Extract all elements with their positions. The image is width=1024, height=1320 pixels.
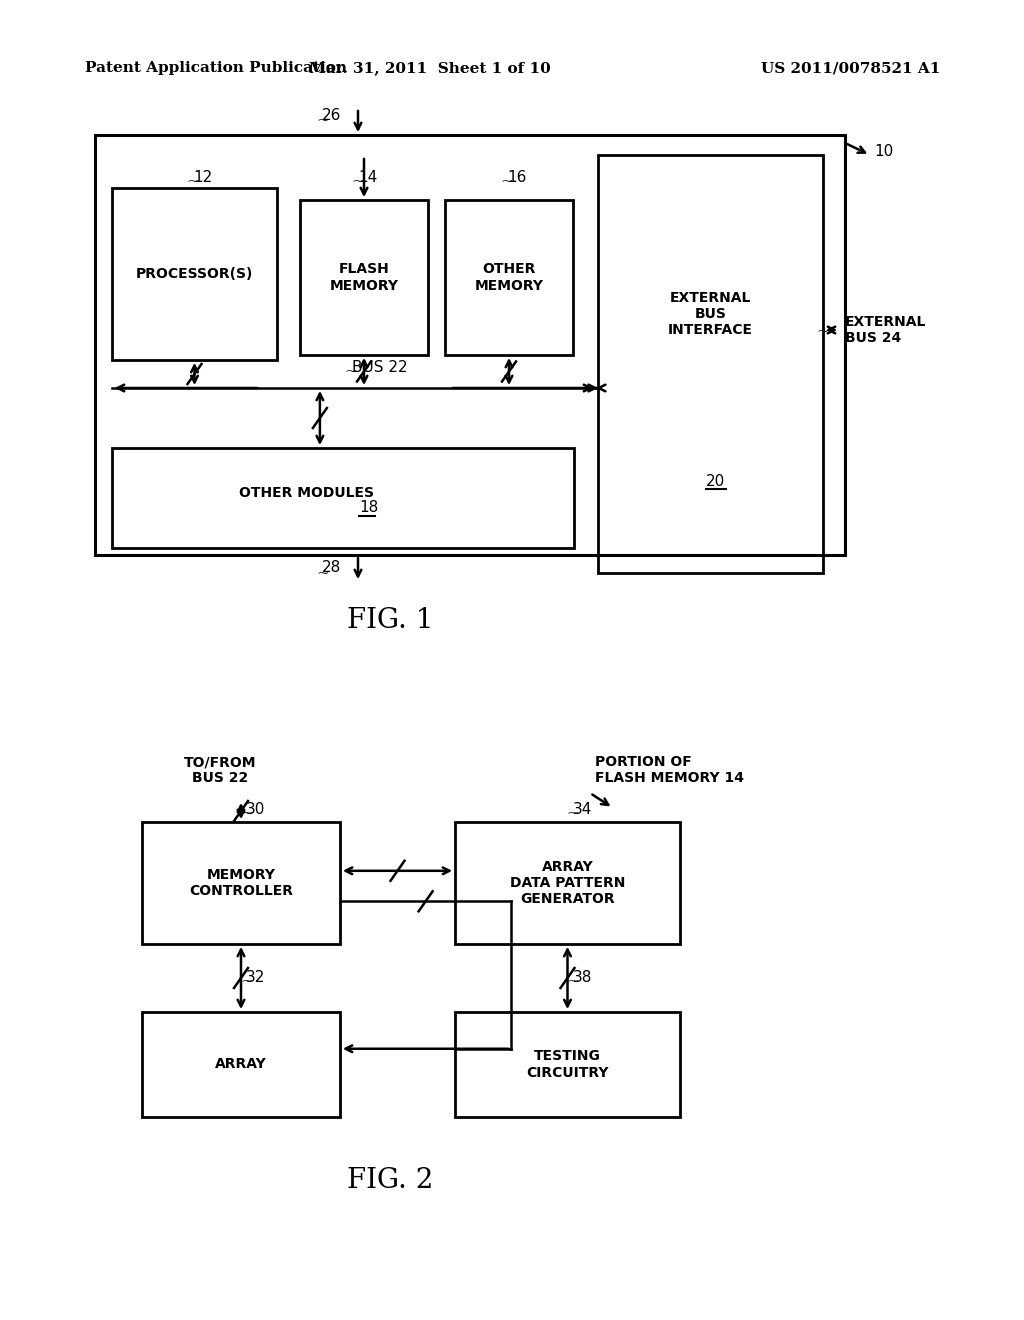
Text: 12: 12 bbox=[193, 170, 212, 186]
Text: 30: 30 bbox=[246, 803, 265, 817]
Text: FIG. 1: FIG. 1 bbox=[347, 606, 433, 634]
Bar bbox=[455, 1012, 680, 1117]
Text: 28: 28 bbox=[322, 561, 341, 576]
Text: Patent Application Publication: Patent Application Publication bbox=[85, 61, 347, 75]
Bar bbox=[598, 154, 823, 573]
Text: ~: ~ bbox=[316, 568, 329, 581]
Text: OTHER
MEMORY: OTHER MEMORY bbox=[474, 263, 544, 293]
Text: OTHER MODULES: OTHER MODULES bbox=[239, 486, 374, 500]
Text: FIG. 2: FIG. 2 bbox=[347, 1167, 433, 1193]
Bar bbox=[95, 135, 845, 554]
Text: ~: ~ bbox=[316, 114, 329, 128]
Text: PORTION OF: PORTION OF bbox=[595, 755, 692, 770]
Text: PROCESSOR(S): PROCESSOR(S) bbox=[136, 267, 253, 281]
Text: 26: 26 bbox=[322, 107, 341, 123]
Text: 18: 18 bbox=[358, 500, 378, 516]
Text: FLASH
MEMORY: FLASH MEMORY bbox=[330, 263, 398, 293]
Text: ARRAY
DATA PATTERN
GENERATOR: ARRAY DATA PATTERN GENERATOR bbox=[510, 859, 626, 907]
Text: ~: ~ bbox=[240, 975, 253, 989]
Text: BUS 24: BUS 24 bbox=[845, 331, 901, 345]
Text: MEMORY
CONTROLLER: MEMORY CONTROLLER bbox=[189, 869, 293, 898]
Bar bbox=[445, 201, 573, 355]
Text: ~: ~ bbox=[186, 176, 199, 189]
Bar bbox=[142, 1012, 340, 1117]
Text: ARRAY: ARRAY bbox=[215, 1057, 267, 1072]
Text: EXTERNAL: EXTERNAL bbox=[845, 315, 927, 329]
Text: TO/FROM: TO/FROM bbox=[183, 755, 256, 770]
Bar bbox=[112, 187, 278, 360]
Text: 32: 32 bbox=[246, 970, 265, 986]
Text: Mar. 31, 2011  Sheet 1 of 10: Mar. 31, 2011 Sheet 1 of 10 bbox=[309, 61, 551, 75]
Text: TESTING
CIRCUITRY: TESTING CIRCUITRY bbox=[526, 1049, 608, 1080]
Text: FLASH MEMORY 14: FLASH MEMORY 14 bbox=[595, 771, 744, 785]
Text: ~: ~ bbox=[566, 975, 580, 989]
Bar bbox=[300, 201, 428, 355]
Text: BUS 22: BUS 22 bbox=[191, 771, 248, 785]
Bar bbox=[142, 822, 340, 944]
Text: ~: ~ bbox=[351, 176, 364, 189]
Text: 20: 20 bbox=[706, 474, 725, 488]
Bar bbox=[112, 447, 574, 548]
Text: 34: 34 bbox=[572, 803, 592, 817]
Text: 10: 10 bbox=[874, 144, 893, 160]
Text: ~: ~ bbox=[566, 807, 580, 821]
Bar bbox=[455, 822, 680, 944]
Text: 38: 38 bbox=[572, 970, 592, 986]
Text: ~: ~ bbox=[500, 176, 513, 189]
Text: ~: ~ bbox=[816, 325, 828, 339]
Text: ~: ~ bbox=[344, 366, 356, 379]
Text: BUS 22: BUS 22 bbox=[352, 360, 408, 375]
Text: ~: ~ bbox=[240, 807, 253, 821]
Text: US 2011/0078521 A1: US 2011/0078521 A1 bbox=[761, 61, 940, 75]
Text: EXTERNAL
BUS
INTERFACE: EXTERNAL BUS INTERFACE bbox=[668, 290, 753, 337]
Text: 14: 14 bbox=[358, 170, 377, 186]
Text: 16: 16 bbox=[507, 170, 526, 186]
